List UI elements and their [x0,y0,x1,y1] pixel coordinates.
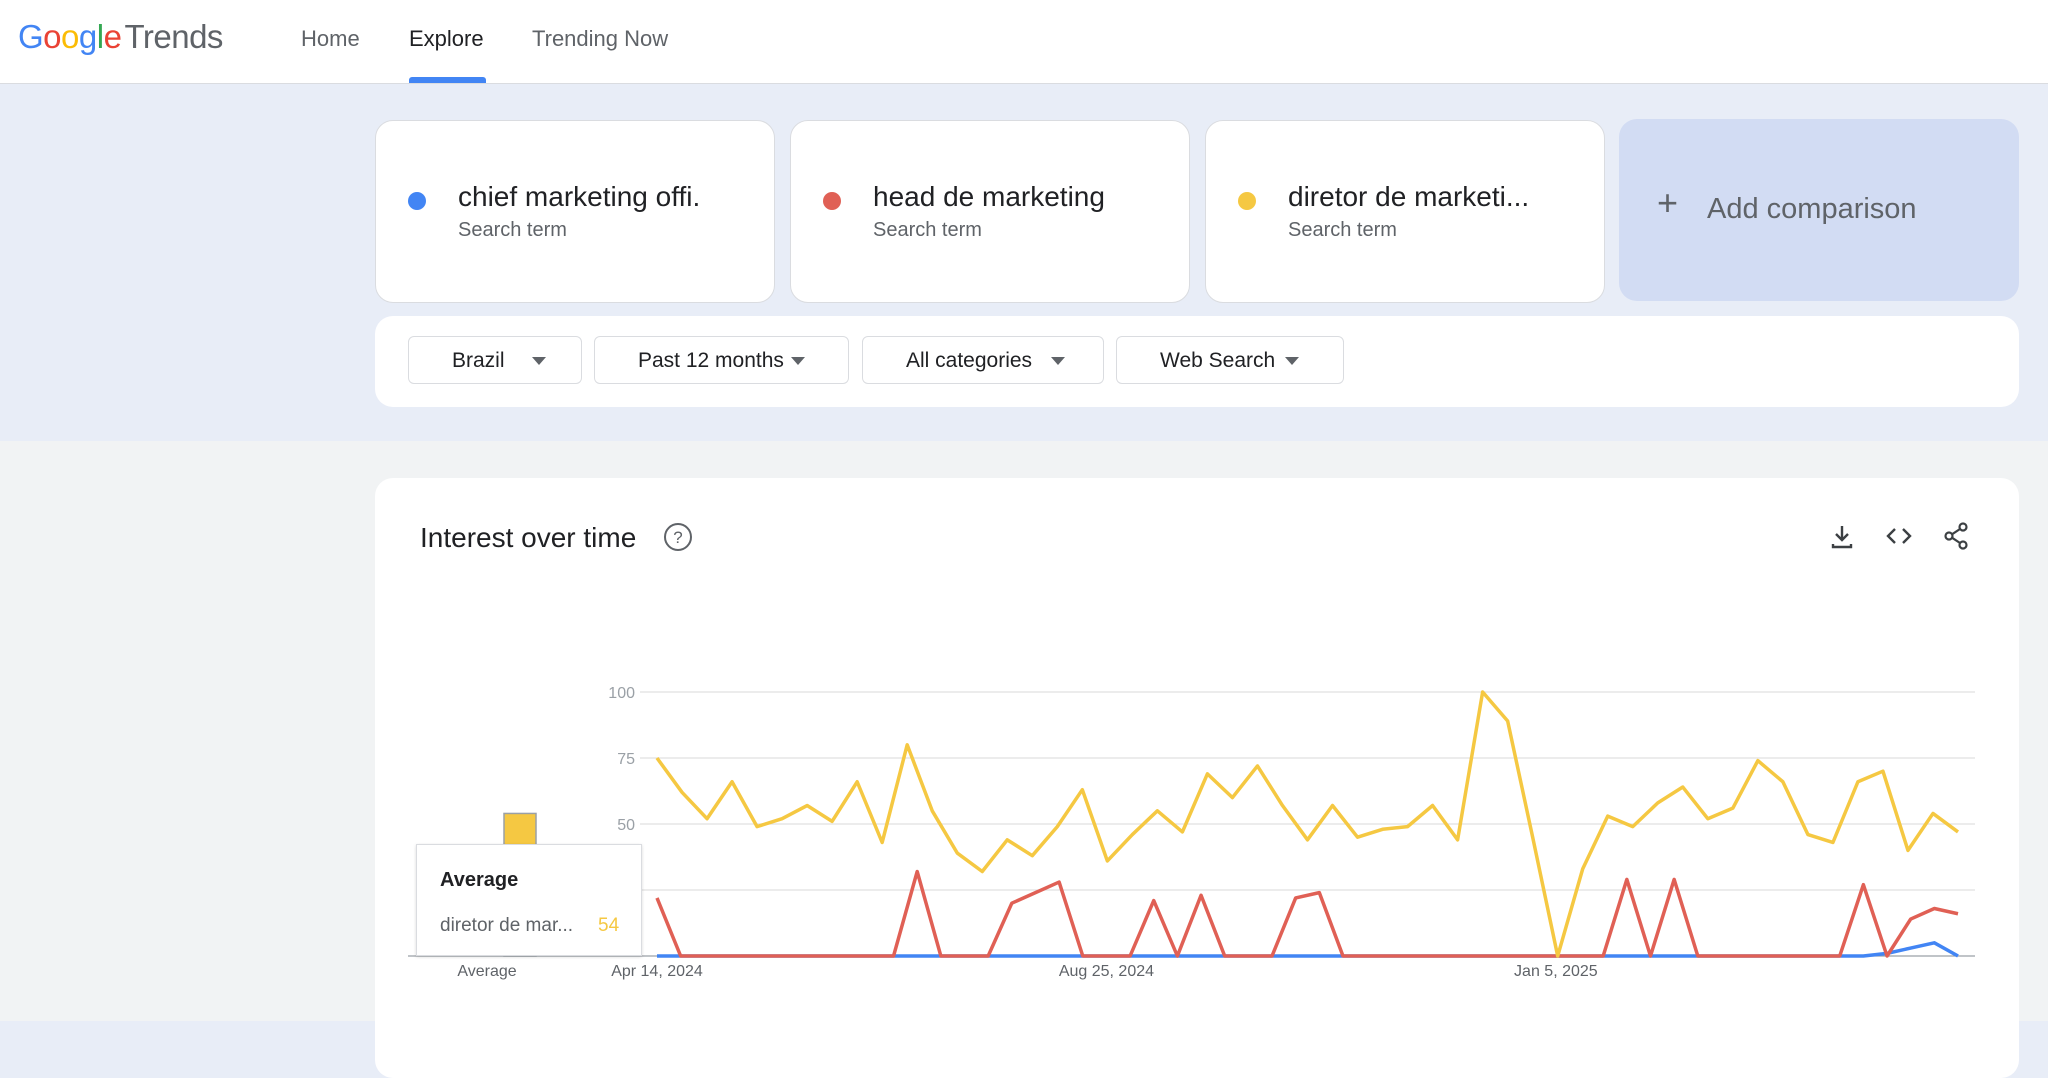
term-card-1[interactable]: chief marketing offi. Search term [375,120,775,303]
dropdown-arrow-icon [532,357,546,365]
dropdown-arrow-icon [1051,357,1065,365]
plus-icon: + [1657,182,1679,223]
series-line [655,869,1959,958]
dropdown-arrow-icon [791,357,805,365]
filter-category[interactable]: All categories [862,336,1104,384]
logo-trends-word: Trends [124,18,223,55]
term-card-3[interactable]: diretor de marketi... Search term [1205,120,1605,303]
filter-label: All categories [906,349,1033,372]
help-icon[interactable]: ? [663,522,693,552]
term-type: Search term [873,219,982,241]
embed-code-icon[interactable] [1883,520,1915,552]
chart-title: Interest over time [420,522,637,553]
x-tick-label: Aug 25, 2024 [1059,963,1154,980]
filter-bar: Brazil Past 12 months All categories Web… [375,316,2019,407]
nav-home[interactable]: Home [301,26,360,51]
add-comparison-label: Add comparison [1707,193,1917,225]
filter-label: Brazil [452,349,505,372]
interest-over-time-card: Interest over time ? [375,478,2019,1078]
filter-time-range[interactable]: Past 12 months [594,336,849,384]
dropdown-arrow-icon [1285,357,1299,365]
term-card-2[interactable]: head de marketing Search term [790,120,1190,303]
term-color-dot [823,192,841,210]
google-trends-logo[interactable]: GoogleTrends [18,18,223,56]
tooltip-value: 54 [598,915,620,936]
svg-text:?: ? [673,528,682,547]
tooltip-term: diretor de mar... [440,915,574,936]
series-line [657,941,1959,958]
series-line [655,690,1960,958]
y-tick-label: 50 [617,817,635,834]
nav-explore[interactable]: Explore [409,26,484,51]
term-color-dot [408,192,426,210]
filter-search-type[interactable]: Web Search [1116,336,1344,384]
share-icon[interactable] [1940,520,1972,552]
term-name: head de marketing [873,181,1105,212]
average-axis-label: Average [457,963,516,980]
top-bar: GoogleTrends Home Explore Trending Now [0,0,2048,84]
filter-label: Past 12 months [638,349,784,372]
term-name: diretor de marketi... [1288,181,1530,212]
nav-trending-now[interactable]: Trending Now [532,26,669,51]
x-tick-label: Apr 14, 2024 [611,963,703,980]
interest-chart: 50 75 100 Apr 14, 2024 Aug 25, 2024 Jan 5, 20… [408,685,1975,980]
term-name: chief marketing offi. [458,181,701,212]
average-tooltip: Average diretor de mar... 54 [416,844,642,956]
term-color-dot [1238,192,1256,210]
term-type: Search term [1288,219,1397,241]
filter-label: Web Search [1160,349,1276,372]
active-tab-indicator [409,77,486,83]
x-tick-label: Jan 5, 2025 [1514,963,1598,980]
filter-region[interactable]: Brazil [408,336,582,384]
download-icon[interactable] [1826,520,1858,552]
logo-google-word: Google [18,18,122,55]
tooltip-title: Average [440,869,519,891]
y-tick-label: 75 [617,751,635,768]
y-tick-label: 100 [608,685,635,702]
add-comparison-button[interactable]: + Add comparison [1619,119,2019,301]
term-type: Search term [458,219,567,241]
